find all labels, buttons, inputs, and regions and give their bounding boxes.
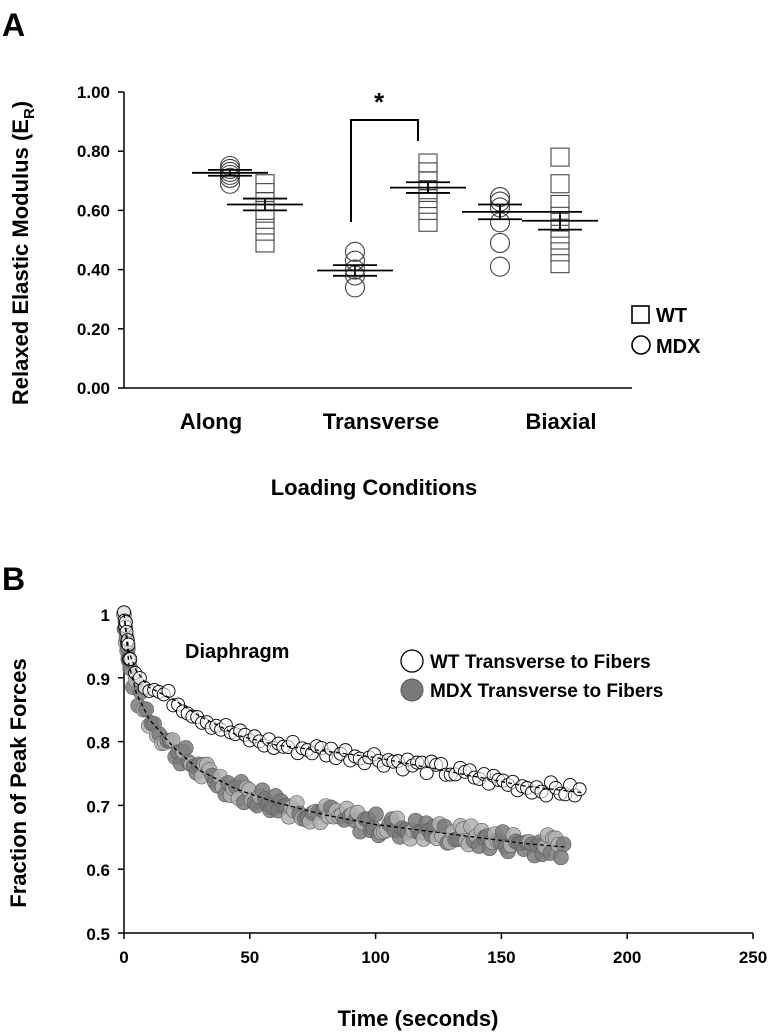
legend-wt-open-marker — [400, 649, 424, 673]
wt-data-point — [550, 230, 570, 250]
wt-data-point — [418, 212, 438, 232]
panel-b-x-tick-label: 150 — [487, 948, 515, 967]
legend-mdx-label: MDX — [656, 336, 701, 358]
significance-star: * — [374, 87, 385, 117]
panel-a-category-label: Biaxial — [526, 409, 597, 434]
wt-data-point — [255, 174, 275, 194]
wt-transverse-point — [161, 684, 176, 698]
wt-fit-curve — [123, 613, 582, 794]
mdx-transverse-point — [555, 836, 572, 853]
significance-bracket — [350, 119, 419, 222]
panel-a-label: A — [2, 7, 25, 43]
panel-a-category-label: Transverse — [323, 409, 439, 434]
legend-wt-square-marker — [631, 305, 650, 324]
wt-data-point — [255, 233, 275, 253]
wt-data-point — [550, 254, 570, 274]
mdx-transverse-point — [138, 701, 154, 718]
mdx-fit-curve — [123, 613, 565, 848]
mdx-data-point — [344, 277, 366, 298]
panel-a-y-tick-label: 0.40 — [77, 261, 110, 280]
panel-a-marks — [192, 147, 598, 298]
legend-mdx-circle-marker — [631, 335, 651, 355]
panel-b-x-tick-label: 250 — [739, 948, 767, 967]
panel-b-x-tick-label: 0 — [119, 948, 128, 967]
panel-a-xlabel: Loading Conditions — [271, 475, 478, 500]
wt-data-point — [418, 200, 438, 220]
panel-b-y-tick-label: 1 — [101, 606, 110, 625]
legend-mdx-filled-marker — [400, 678, 424, 702]
panel-a-y-tick-label: 1.00 — [77, 83, 110, 102]
panel-b-y-tick-label: 0.5 — [86, 925, 110, 944]
wt-data-point — [550, 147, 570, 167]
panel-a-y-tick-label: 0.20 — [77, 320, 110, 339]
mdx-data-point — [219, 173, 241, 194]
mdx-transverse-point — [368, 806, 384, 823]
legend-wt-label: WT — [656, 305, 687, 327]
wt-transverse-point — [572, 782, 587, 797]
panel-a-ylabel: Relaxed Elastic Modulus (ER) — [8, 101, 38, 405]
panel-b-x-tick-label: 100 — [361, 948, 389, 967]
panel-a-category-label: Along — [180, 409, 242, 434]
panel-b-ylabel: Fraction of Peak Forces — [6, 658, 31, 907]
legend-wt-transverse-label: WT Transverse to Fibers — [430, 652, 651, 673]
mdx-transverse-point — [553, 849, 569, 866]
panel-b-xlabel: Time (seconds) — [338, 1006, 499, 1031]
panel-a-y-tick-label: 0.80 — [77, 142, 110, 161]
mdx-data-point — [489, 232, 511, 254]
wt-transverse-point — [123, 652, 138, 666]
panel-a-axes: 0.00 0.20 0.40 0.60 0.80 1.00 Along Transverse B… — [77, 83, 632, 434]
wt-data-point — [550, 242, 570, 262]
wt-data-point — [550, 194, 570, 215]
panel-b-x-tick-label: 200 — [613, 948, 641, 967]
panel-b-annotation: Diaphragm — [185, 641, 289, 663]
panel-a-y-tick-label: 0.00 — [77, 379, 110, 398]
legend-mdx-transverse-label: MDX Transverse to Fibers — [430, 681, 663, 702]
wt-data-point — [550, 174, 570, 194]
mdx-data-point — [489, 256, 511, 277]
panel-a-y-tick-label: 0.60 — [77, 201, 110, 220]
wt-data-point — [418, 153, 438, 173]
wt-data-point — [255, 221, 275, 241]
panel-b-y-tick-label: 0.7 — [86, 797, 110, 816]
panel-b-marks — [116, 605, 587, 866]
panel-b-x-tick-label: 50 — [240, 948, 259, 967]
panel-b-y-tick-label: 0.9 — [86, 670, 110, 689]
panel-b-y-tick-label: 0.6 — [86, 861, 110, 880]
panel-b-y-tick-label: 0.8 — [86, 734, 110, 753]
panel-b-label: B — [2, 561, 25, 597]
mdx-data-point — [344, 241, 366, 262]
